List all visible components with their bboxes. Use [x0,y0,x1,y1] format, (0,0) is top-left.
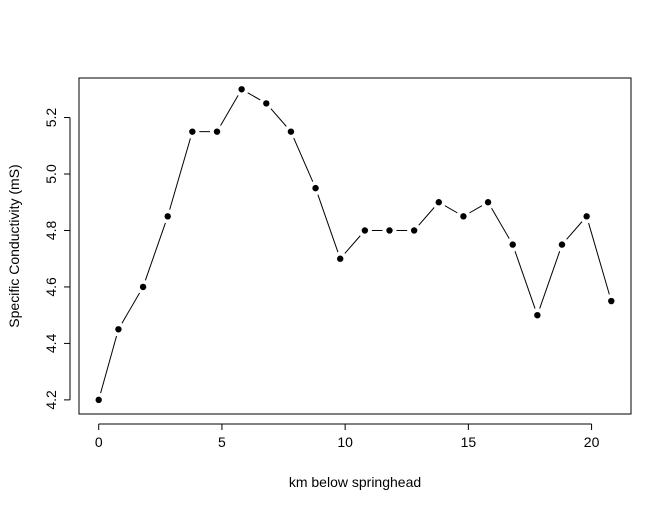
series-line-segment [344,235,361,254]
series-line-segment [418,207,435,226]
series-line-segment [317,194,339,253]
data-point [410,227,418,234]
data-point [386,227,393,234]
plot-frame [78,77,632,415]
series-line-segment [169,138,191,210]
x-tick-label: 10 [337,434,353,450]
data-point [337,255,344,262]
series-line-segment [220,95,239,126]
series-line-segment [121,292,140,324]
x-tick-label: 20 [584,434,600,450]
series-line-segment [100,335,118,394]
series-line-segment [539,251,561,309]
data-point [435,199,442,206]
y-tick-label: 4.4 [43,333,59,353]
y-tick-label: 5.2 [43,108,59,128]
y-tick-label: 5.0 [43,164,59,184]
x-tick-label: 5 [218,434,226,450]
data-point [115,326,122,333]
y-tick-label: 4.8 [43,221,59,241]
data-point [312,184,319,192]
data-point [95,396,102,404]
data-point [558,241,566,248]
series-line-segment [514,251,536,309]
data-point [583,213,590,220]
series-line-segment [444,205,458,214]
series-line-segment [588,222,610,295]
x-axis-label: km below springhead [289,474,421,490]
data-point [164,213,171,220]
data-point [287,128,295,135]
series-line-segment [566,221,583,240]
series-line-segment [144,222,166,281]
series-line-segment [491,208,510,239]
x-tick-label: 0 [95,434,103,450]
data-point [238,86,245,93]
data-point [189,128,196,135]
series-line-segment [270,108,287,127]
series-line-segment [247,92,261,101]
data-point [484,199,492,206]
y-tick-label: 4.2 [43,390,59,410]
data-point [213,128,221,135]
data-point [361,227,369,234]
y-tick-label: 4.6 [43,277,59,297]
series-line-segment [469,205,483,214]
data-point [608,297,615,305]
data-point [263,100,270,107]
y-axis: 4.2 4.4 4.6 4.8 5.0 5.2 [43,108,71,410]
series-layer [95,86,615,404]
x-tick-label: 15 [461,434,477,450]
series-line-segment [293,137,314,182]
data-point [139,283,147,291]
data-point [509,241,516,248]
data-point [534,311,541,319]
data-point [460,213,467,220]
y-axis-label: Specific Conductivity (mS) [6,164,22,327]
x-axis: 0 5 10 15 20 [95,423,600,450]
